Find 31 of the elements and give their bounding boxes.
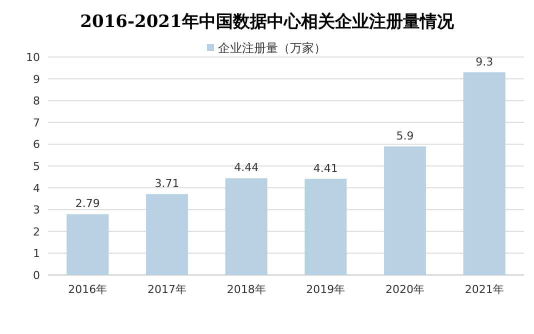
- y-tick-label: 9: [33, 72, 40, 86]
- legend-label: 企业注册量（万家）: [218, 41, 326, 55]
- bar: [463, 72, 506, 275]
- bar: [225, 178, 268, 275]
- data-label: 4.41: [313, 162, 338, 175]
- x-tick-label: 2016年: [68, 283, 108, 296]
- y-tick-label: 5: [33, 160, 40, 173]
- data-label: 9.3: [476, 55, 494, 68]
- data-label: 3.71: [154, 177, 180, 190]
- y-tick-label: 3: [33, 204, 40, 217]
- y-tick-label: 1: [33, 247, 40, 260]
- x-tick-label: 2018年: [226, 283, 266, 296]
- x-tick-label: 2019年: [306, 283, 346, 296]
- bar: [304, 178, 347, 275]
- chart-title: 2016-2021年中国数据中心相关企业注册量情况: [80, 12, 455, 32]
- data-label: 4.44: [234, 161, 259, 174]
- y-tick-label: 0: [33, 269, 40, 282]
- data-label: 5.9: [396, 129, 414, 142]
- y-tick-label: 4: [33, 182, 40, 195]
- data-label: 2.79: [75, 197, 100, 210]
- x-tick-label: 2017年: [148, 283, 186, 296]
- y-tick-label: 7: [33, 116, 40, 130]
- x-tick-label: 2021年: [464, 283, 504, 296]
- bar: [384, 146, 426, 275]
- y-tick-label: 2: [33, 225, 40, 238]
- bar: [66, 214, 109, 275]
- y-tick-label: 8: [33, 94, 40, 108]
- bar: [146, 194, 188, 275]
- x-tick-label: 2020年: [386, 283, 424, 296]
- y-tick-label: 6: [33, 138, 40, 152]
- y-tick-label: 10: [26, 51, 40, 64]
